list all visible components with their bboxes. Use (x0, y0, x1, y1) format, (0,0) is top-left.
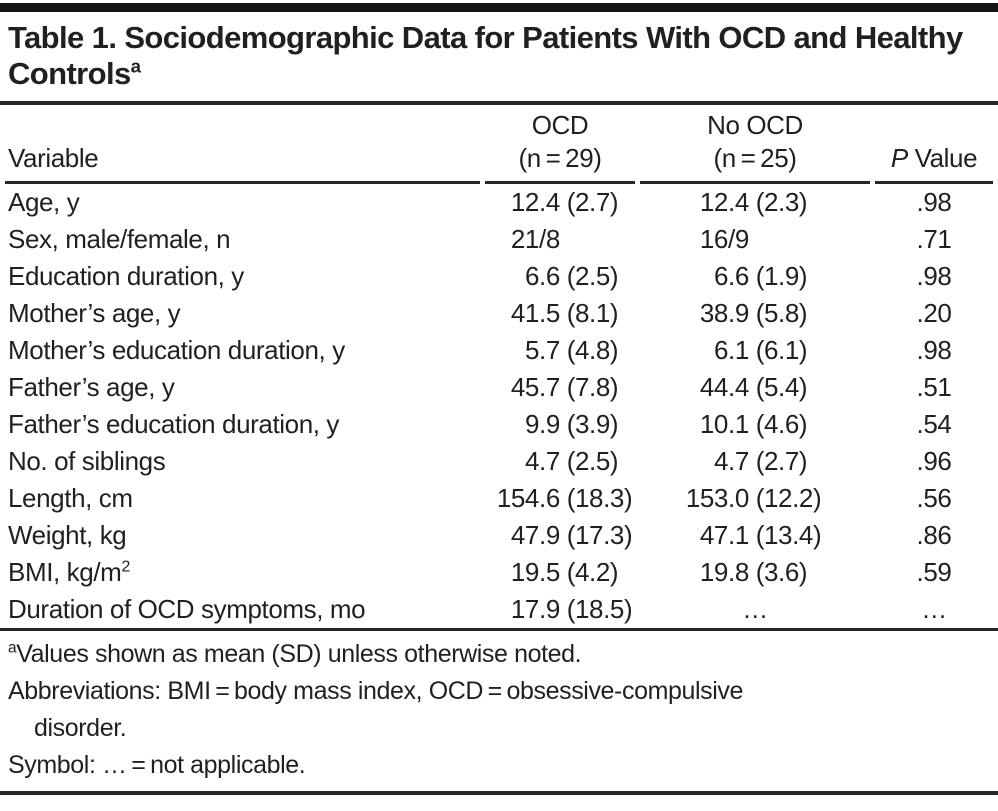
cell-p-value: .51 (916, 372, 952, 402)
cell-ocd-value: 21/8 (510, 224, 560, 254)
cell-p-value: … (921, 594, 947, 624)
col-header-ocd: OCD (n = 29) (485, 105, 635, 184)
footnote-a-text: Values shown as mean (SD) unless otherwi… (16, 640, 582, 668)
cell-p-value: .98 (916, 187, 952, 217)
cell-ocd-value: 17.9 (18.5) (510, 594, 633, 624)
cell-variable: Length, cm (8, 483, 133, 513)
bottom-rule (0, 791, 998, 795)
cell-variable: Mother’s education duration, y (8, 335, 345, 365)
cell-no-ocd-value: 4.7 (2.7) (713, 446, 808, 476)
cell-variable: Mother’s age, y (8, 298, 181, 328)
cell-ocd-value: 5.7 (4.8) (524, 335, 619, 365)
footnote-abbreviations-line2: disorder. (34, 714, 127, 742)
table-row: Father’s education duration, y 9.9 (3.9) 1… (5, 406, 993, 443)
cell-ocd-value: 9.9 (3.9) (524, 409, 619, 439)
col-header-ocd-line1: OCD (531, 110, 589, 140)
cell-p-value: .98 (916, 335, 952, 365)
cell-ocd-value: 6.6 (2.5) (524, 261, 619, 291)
table-row: Age, y 12.4 (2.7) 12.4 (2.3) .98 (5, 184, 993, 221)
cell-ocd-value: 154.6 (18.3) (496, 483, 633, 513)
cell-p-value: .86 (916, 520, 952, 550)
cell-no-ocd-value: 16/9 (699, 224, 749, 254)
table-row: Weight, kg 47.9 (17.3) 47.1 (13.4) .86 (5, 517, 993, 554)
cell-ocd-value: 12.4 (2.7) (510, 187, 619, 217)
cell-no-ocd-value: 12.4 (2.3) (699, 187, 808, 217)
cell-variable: No. of siblings (8, 446, 166, 476)
footnote-abbreviations: Abbreviations: BMI = body mass index, OC… (8, 673, 988, 747)
col-header-variable: Variable (5, 105, 480, 184)
col-header-no-ocd-line2: (n = 25) (713, 143, 797, 173)
footnote-abbreviations-line1: Abbreviations: BMI = body mass index, OC… (8, 677, 744, 705)
cell-no-ocd-value: 153.0 (12.2) (685, 483, 822, 513)
col-header-p-value: P Value (875, 105, 993, 184)
table-row: Mother’s age, y 41.5 (8.1) 38.9 (5.8) .20 (5, 295, 993, 332)
top-rule-bar (0, 3, 998, 12)
variable-superscript: 2 (121, 557, 130, 576)
cell-p-value: .71 (916, 224, 952, 254)
table-row: No. of siblings 4.7 (2.5) 4.7 (2.7) .96 (5, 443, 993, 480)
cell-variable: Father’s education duration, y (8, 409, 340, 439)
title-divider-rule (0, 101, 998, 105)
sociodemographic-table: Variable OCD (n = 29) No OCD (n = 25) P … (0, 105, 998, 628)
cell-no-ocd-value: 38.9 (5.8) (699, 298, 808, 328)
header-row: Variable OCD (n = 29) No OCD (n = 25) P … (5, 105, 993, 184)
footnote-values-note: aValues shown as mean (SD) unless otherw… (8, 636, 988, 673)
cell-no-ocd-value: 44.4 (5.4) (699, 372, 808, 402)
cell-no-ocd-value: 19.8 (3.6) (699, 557, 808, 587)
table-row: Father’s age, y 45.7 (7.8) 44.4 (5.4) .51 (5, 369, 993, 406)
cell-ocd-value: 4.7 (2.5) (524, 446, 619, 476)
footnote-symbol: Symbol: … = not applicable. (8, 751, 306, 779)
cell-variable: Sex, male/female, n (8, 224, 231, 254)
col-header-ocd-line2: (n = 29) (518, 143, 602, 173)
table-header: Variable OCD (n = 29) No OCD (n = 25) P … (5, 105, 993, 184)
p-value-rest: Value (914, 143, 978, 173)
cell-ocd-value: 19.5 (4.2) (510, 557, 619, 587)
cell-ocd-value: 47.9 (17.3) (510, 520, 633, 550)
table-title-footnote-marker: a (130, 55, 141, 77)
cell-no-ocd-value: 6.6 (1.9) (713, 261, 808, 291)
col-header-no-ocd-line1: No OCD (707, 110, 803, 140)
table-title-text: Table 1. Sociodemographic Data for Patie… (8, 20, 963, 91)
table-row: Education duration, y 6.6 (2.5) 6.6 (1.9).… (5, 258, 993, 295)
cell-variable: Duration of OCD symptoms, mo (8, 594, 366, 624)
table-body: Age, y 12.4 (2.7) 12.4 (2.3) .98 Sex, male/f… (5, 184, 993, 628)
cell-p-value: .54 (916, 409, 952, 439)
cell-no-ocd-value: … (742, 594, 768, 624)
cell-p-value: .96 (916, 446, 952, 476)
table-row: Duration of OCD symptoms, mo 17.9 (18.5) …… (5, 591, 993, 628)
cell-p-value: .98 (916, 261, 952, 291)
cell-variable: Education duration, y (8, 261, 244, 291)
cell-p-value: .59 (916, 557, 952, 587)
cell-ocd-value: 45.7 (7.8) (510, 372, 619, 402)
cell-p-value: .56 (916, 483, 952, 513)
cell-no-ocd-value: 6.1 (6.1) (713, 335, 808, 365)
col-header-no-ocd: No OCD (n = 25) (640, 105, 870, 184)
table-title: Table 1. Sociodemographic Data for Patie… (0, 12, 998, 101)
cell-variable: Age, y (8, 187, 80, 217)
body-footnote-divider-rule (0, 628, 998, 631)
table-row: Length, cm 154.6 (18.3) 153.0 (12.2) .56 (5, 480, 993, 517)
footnotes: aValues shown as mean (SD) unless otherw… (0, 631, 998, 786)
cell-p-value: .20 (916, 298, 952, 328)
cell-ocd-value: 41.5 (8.1) (510, 298, 619, 328)
cell-variable: Weight, kg (8, 520, 127, 550)
table-row: BMI, kg/m2 19.5 (4.2) 19.8 (3.6) .59 (5, 554, 993, 591)
cell-variable: BMI, kg/m2 (8, 557, 130, 587)
cell-variable: Father’s age, y (8, 372, 175, 402)
table-row: Sex, male/female, n 21/8 16/9 .71 (5, 221, 993, 258)
table-row: Mother’s education duration, y 5.7 (4.8) 6… (5, 332, 993, 369)
cell-no-ocd-value: 10.1 (4.6) (699, 409, 808, 439)
p-italic: P (890, 143, 908, 173)
cell-no-ocd-value: 47.1 (13.4) (699, 520, 822, 550)
footnote-a-marker: a (8, 639, 17, 657)
journal-table-figure: Table 1. Sociodemographic Data for Patie… (0, 3, 998, 811)
